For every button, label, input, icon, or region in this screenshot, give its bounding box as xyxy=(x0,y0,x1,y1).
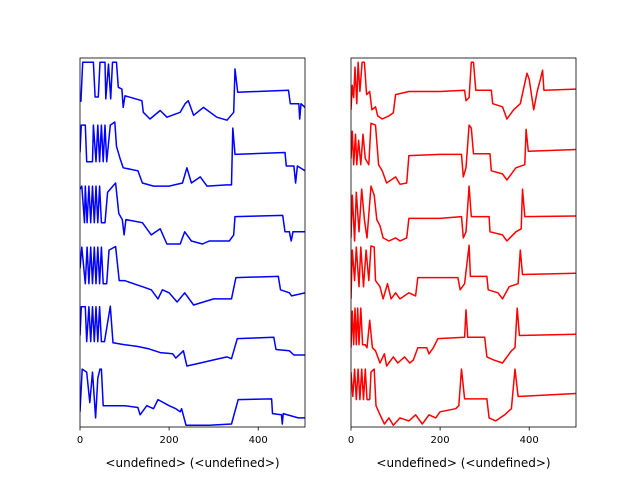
right-series-line-2 xyxy=(351,122,576,186)
left-series-line-1 xyxy=(80,61,305,121)
left-xlabel: <undefined> (<undefined>) xyxy=(105,456,279,470)
left-xtick-label: 0 xyxy=(77,435,83,446)
left-axes-frame xyxy=(79,57,306,428)
right-xtick-label: 0 xyxy=(348,435,354,446)
right-axes-frame xyxy=(350,57,577,428)
right-series-line-6 xyxy=(351,368,576,426)
left-series-line-4 xyxy=(80,245,305,306)
right-series-line-3 xyxy=(351,185,576,242)
right-series-line-5 xyxy=(351,307,576,367)
right-series-line-4 xyxy=(351,244,576,300)
right-subplot: <undefined> (<undefined>) 0 200 400 xyxy=(348,57,577,470)
right-xtick-label: 200 xyxy=(431,435,450,446)
left-subplot: <undefined> (<undefined>) 0 200 400 xyxy=(77,57,306,470)
left-series-line-6 xyxy=(80,368,305,426)
left-series-line-5 xyxy=(80,305,305,367)
left-xtick-label: 400 xyxy=(249,435,268,446)
left-xtick-label: 200 xyxy=(160,435,179,446)
left-series-line-2 xyxy=(80,121,305,187)
right-xtick-label: 400 xyxy=(520,435,539,446)
right-series-line-1 xyxy=(351,61,576,120)
right-xlabel: <undefined> (<undefined>) xyxy=(376,456,550,470)
left-series-line-3 xyxy=(80,182,305,245)
